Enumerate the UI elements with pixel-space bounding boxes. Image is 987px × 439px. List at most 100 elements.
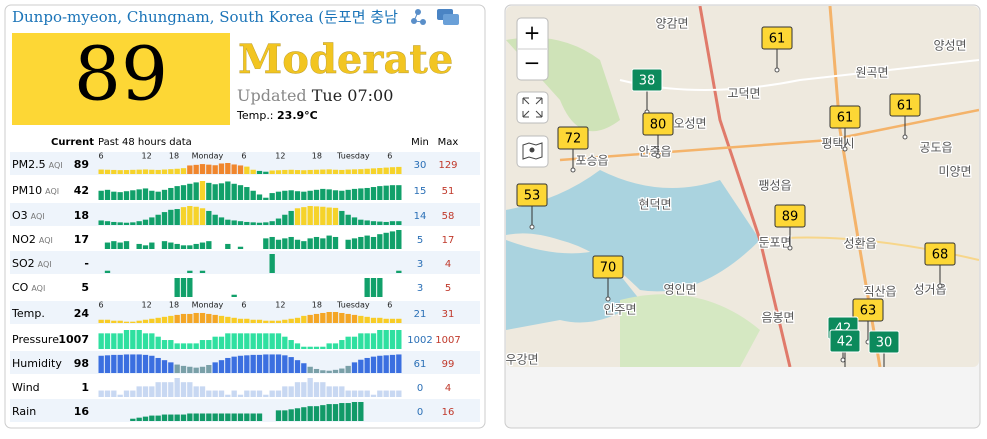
- history-bar: [193, 367, 199, 373]
- history-bar: [351, 362, 358, 373]
- aqi-marker[interactable]: 68: [924, 242, 956, 289]
- max-value: 4: [445, 383, 451, 394]
- history-bar: [396, 230, 402, 249]
- history-bar: [187, 413, 193, 421]
- history-bar: [244, 390, 250, 397]
- history-bar: [377, 221, 383, 225]
- history-bar: [161, 316, 168, 323]
- place-label: 영인면: [663, 283, 696, 297]
- history-bar: [199, 366, 206, 373]
- place-label: 안중읍: [638, 145, 671, 159]
- row-name: Humidity: [12, 357, 62, 370]
- history-bar: [111, 390, 117, 397]
- history-bar: [136, 169, 142, 174]
- time-label: Tuesday: [336, 152, 370, 161]
- history-bar: [301, 170, 307, 174]
- history-bar: [370, 168, 377, 174]
- min-value: 5: [417, 235, 423, 246]
- history-bar: [225, 357, 231, 373]
- history-bar: [358, 236, 364, 249]
- history-bar: [358, 390, 364, 397]
- history-bar: [339, 340, 345, 349]
- marker-value: 61: [769, 32, 786, 47]
- row-name: CO: [12, 281, 29, 294]
- history-bar: [275, 333, 282, 349]
- current-value: 18: [74, 209, 89, 222]
- history-bar: [250, 390, 256, 397]
- aqi-marker[interactable]: 89: [774, 204, 806, 251]
- aqi-marker[interactable]: 30: [868, 330, 900, 376]
- history-bar: [332, 369, 339, 373]
- history-bar: [104, 189, 111, 200]
- marker-box: [852, 298, 884, 322]
- aqi-marker[interactable]: 53: [516, 183, 548, 230]
- marker-value: 70: [600, 261, 617, 276]
- history-bar: [123, 222, 130, 225]
- fullscreen-button[interactable]: [516, 91, 549, 124]
- aqi-marker[interactable]: 61: [889, 93, 921, 140]
- marker-box: [761, 26, 793, 50]
- history-bar: [263, 320, 269, 323]
- map-layer-button[interactable]: [516, 135, 549, 168]
- history-bar: [282, 410, 288, 421]
- aqi-marker[interactable]: 38: [631, 68, 663, 115]
- place-label: 둔포면: [758, 236, 791, 250]
- history-bar: [288, 236, 294, 249]
- history-bar: [161, 241, 168, 249]
- aqi-value: 89: [74, 31, 168, 117]
- history-bar: [111, 333, 117, 349]
- history-bar: [307, 238, 313, 249]
- history-bar: [225, 163, 231, 174]
- history-bar: [389, 354, 396, 373]
- history-bar: [225, 333, 231, 349]
- history-bar: [256, 170, 263, 174]
- history-bar: [320, 206, 326, 225]
- history-bar: [313, 346, 320, 349]
- history-bar: [104, 390, 111, 397]
- current-value: 42: [74, 184, 89, 197]
- history-bar: [136, 354, 142, 373]
- aqi-marker[interactable]: 61: [829, 105, 861, 152]
- aqi-marker[interactable]: 63: [852, 298, 884, 345]
- history-bar: [104, 355, 111, 373]
- max-value: 99: [442, 359, 455, 370]
- zoom-out[interactable]: −: [524, 51, 541, 75]
- history-bar: [199, 413, 206, 421]
- history-bar: [155, 169, 161, 174]
- history-bar: [320, 312, 326, 323]
- history-bar: [313, 206, 320, 225]
- history-bar: [142, 354, 149, 373]
- aqi-marker[interactable]: 80: [642, 112, 674, 159]
- row-name: Rain: [12, 405, 36, 418]
- marker-value: 61: [837, 111, 854, 126]
- zoom-in[interactable]: +: [524, 21, 541, 45]
- row-unit: AQI: [31, 212, 45, 221]
- comment-icon[interactable]: [437, 9, 459, 25]
- aqi-marker[interactable]: 42: [829, 329, 861, 375]
- history-bar: [218, 360, 225, 373]
- station-title[interactable]: Dunpo-myeon, Chungnam, South Korea (둔포면 …: [12, 8, 398, 26]
- history-bar: [256, 333, 263, 349]
- aqi-marker[interactable]: 70: [592, 255, 624, 302]
- aqi-marker[interactable]: 61: [761, 26, 793, 73]
- time-label: 6: [387, 301, 392, 310]
- history-bar: [301, 363, 307, 373]
- history-bar: [364, 357, 370, 373]
- history-bar: [339, 312, 345, 323]
- history-bar: [256, 354, 263, 373]
- min-value: 0: [417, 407, 423, 418]
- history-bar: [275, 170, 282, 174]
- history-bar: [263, 171, 269, 174]
- history-bar: [358, 169, 364, 174]
- max-value: 1007: [435, 335, 460, 346]
- place-label: 현덕면: [638, 198, 671, 212]
- history-bar: [174, 414, 180, 421]
- share-icon[interactable]: [411, 9, 426, 25]
- aqi-marker[interactable]: 72: [557, 126, 589, 173]
- current-value: 1007: [58, 333, 89, 346]
- history-bar: [389, 231, 396, 249]
- history-bar: [370, 221, 377, 225]
- marker-value: 89: [782, 210, 799, 225]
- history-bar: [345, 189, 351, 200]
